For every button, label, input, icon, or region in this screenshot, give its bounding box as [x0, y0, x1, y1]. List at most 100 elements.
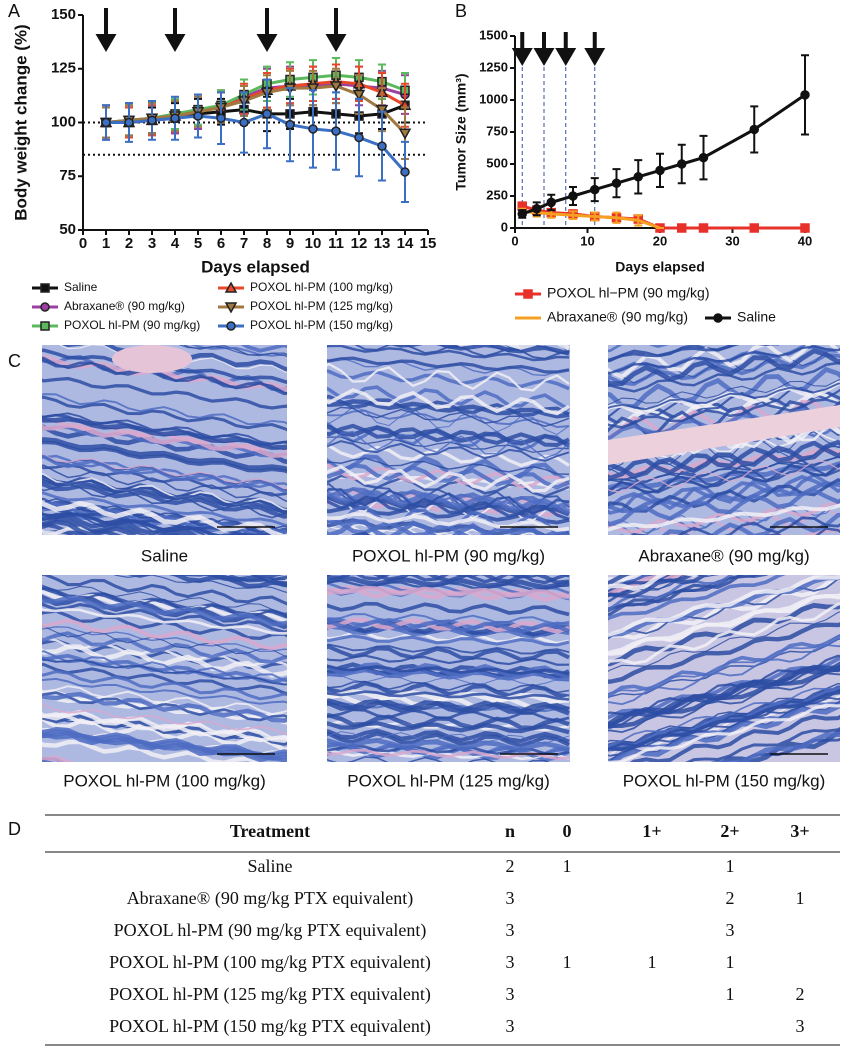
fiber — [327, 399, 570, 419]
table-header: 1+ — [642, 821, 661, 841]
fiber — [42, 691, 287, 723]
table-cell: 3 — [506, 1016, 515, 1036]
fiber — [42, 575, 287, 606]
legend-label: Abraxane® (90 mg/kg) — [547, 309, 688, 325]
histology-image — [32, 575, 296, 818]
fiber — [327, 690, 570, 701]
fiber — [42, 677, 287, 705]
fiber — [608, 575, 709, 599]
fiber — [327, 634, 570, 647]
image-caption: Abraxane® (90 mg/kg) — [638, 546, 809, 565]
marker — [611, 178, 622, 188]
fiber — [608, 672, 840, 734]
fiber — [42, 422, 287, 458]
fiber — [608, 575, 840, 637]
x-tick-label: 6 — [217, 235, 225, 252]
panel-label: B — [455, 1, 467, 21]
fiber — [327, 654, 570, 666]
fiber — [327, 618, 570, 634]
x-tick-label: 0 — [511, 233, 518, 248]
fiber — [327, 617, 570, 634]
x-tick-label: 30 — [725, 233, 739, 248]
fiber — [327, 406, 570, 436]
fiber — [327, 495, 570, 521]
table-cell: 3 — [506, 984, 515, 1004]
marker — [398, 128, 412, 140]
fiber — [42, 529, 74, 535]
fiber — [608, 460, 840, 494]
fiber — [42, 631, 287, 664]
fiber — [327, 512, 570, 533]
dose-arrow — [95, 8, 117, 52]
panel-label: A — [8, 1, 20, 21]
fiber — [32, 791, 296, 818]
fiber — [608, 361, 840, 393]
fiber — [327, 430, 570, 459]
fiber — [317, 792, 569, 802]
fiber — [327, 601, 570, 617]
x-tick-label: 1 — [102, 235, 110, 252]
marker — [698, 223, 709, 233]
legend-marker — [40, 321, 50, 331]
x-axis-title: Days elapsed — [201, 257, 310, 276]
fiber — [327, 519, 544, 535]
histology-image — [608, 575, 840, 762]
fiber — [42, 670, 287, 701]
tissue-detail — [608, 405, 840, 465]
image-caption: POXOL hl-PM (100 mg/kg) — [63, 771, 266, 790]
x-tick-label: 7 — [240, 235, 248, 252]
fiber — [42, 481, 287, 519]
table-cell: 1 — [726, 856, 735, 876]
table-cell: POXOL hl-PM (150 mg/kg PTX equivalent) — [109, 1016, 431, 1037]
fiber — [390, 345, 570, 356]
fiber — [685, 727, 840, 762]
fiber — [710, 732, 840, 762]
fiber — [42, 609, 287, 640]
legend-marker — [40, 302, 50, 312]
table-cell: POXOL hl-PM (125 mg/kg PTX equivalent) — [109, 984, 431, 1005]
fiber — [327, 388, 570, 416]
fiber — [42, 656, 287, 686]
marker — [800, 223, 810, 233]
marker — [329, 81, 343, 93]
fiber — [327, 756, 550, 762]
fiber — [608, 634, 840, 696]
histology-image — [608, 345, 840, 535]
table-header: 3+ — [790, 821, 809, 841]
fiber — [42, 412, 287, 445]
table-cell: 1 — [648, 952, 657, 972]
fiber — [327, 464, 570, 493]
fiber — [42, 479, 287, 514]
x-tick-label: 12 — [351, 235, 368, 252]
fiber — [42, 453, 287, 490]
table-cell: 2 — [506, 856, 515, 876]
dose-arrow — [533, 32, 555, 66]
table-cell: 1 — [726, 952, 735, 972]
y-tick-label: 1500 — [479, 27, 508, 42]
fiber — [42, 357, 287, 396]
fiber — [327, 643, 570, 655]
fiber — [608, 594, 840, 656]
legend-marker — [224, 302, 238, 314]
tissue-detail — [112, 345, 192, 373]
fiber — [42, 491, 287, 527]
y-tick-label: 1250 — [479, 59, 508, 74]
fiber — [42, 602, 287, 634]
marker — [800, 90, 810, 100]
fiber — [608, 439, 840, 479]
y-tick-label: 250 — [486, 187, 508, 202]
table-cell: 3 — [796, 1016, 805, 1036]
table-header: n — [505, 821, 515, 841]
table-header: Treatment — [230, 821, 310, 841]
fiber — [42, 526, 141, 535]
fiber — [608, 440, 840, 481]
fiber — [42, 454, 287, 494]
fiber — [327, 575, 570, 585]
fiber — [42, 517, 190, 535]
marker — [532, 204, 542, 214]
marker — [193, 111, 203, 121]
histology-image — [317, 575, 570, 802]
marker — [170, 113, 180, 123]
table-cell: 1 — [563, 952, 572, 972]
fiber — [456, 345, 570, 351]
